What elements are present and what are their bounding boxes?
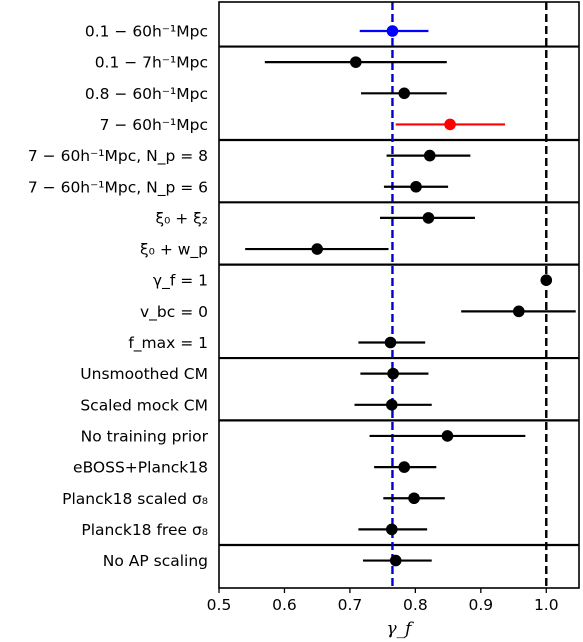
point-1 bbox=[350, 56, 362, 68]
point-8 bbox=[540, 274, 553, 287]
row-label-15: Planck18 scaled σ₈ bbox=[62, 490, 208, 508]
x-tick-label-2: 0.7 bbox=[338, 596, 363, 614]
row-label-16: Planck18 free σ₈ bbox=[81, 521, 208, 539]
x-tick-label-5: 1.0 bbox=[534, 596, 559, 614]
row-labels: 0.1 − 60h⁻¹Mpc 0.1 − 7h⁻¹Mpc 0.8 − 60h⁻¹Mp… bbox=[28, 23, 209, 571]
point-12 bbox=[386, 399, 398, 411]
point-10 bbox=[384, 336, 397, 349]
row-label-2: 0.8 − 60h⁻¹Mpc bbox=[85, 85, 208, 103]
x-tick-label-1: 0.6 bbox=[272, 596, 297, 614]
row-label-4: 7 − 60h⁻¹Mpc, N_p = 8 bbox=[28, 147, 208, 166]
point-17 bbox=[389, 554, 402, 567]
point-5 bbox=[410, 180, 422, 193]
point-7 bbox=[311, 243, 323, 255]
row-label-12: Scaled mock CM bbox=[80, 396, 208, 414]
row-label-8: γ_f = 1 bbox=[153, 272, 208, 291]
point-11 bbox=[387, 367, 399, 380]
reference-lines bbox=[391, 2, 548, 588]
x-tick-label-3: 0.8 bbox=[403, 596, 428, 614]
row-label-14: eBOSS+Planck18 bbox=[73, 459, 208, 477]
point-15 bbox=[408, 492, 420, 505]
point-2 bbox=[398, 87, 411, 100]
data-points bbox=[311, 25, 553, 567]
x-tick-label-4: 0.9 bbox=[468, 596, 493, 614]
row-label-3: 7 − 60h⁻¹Mpc bbox=[100, 116, 208, 134]
point-0 bbox=[386, 25, 399, 37]
row-label-7: ξ₀ + w_p bbox=[140, 241, 208, 260]
row-label-13: No training prior bbox=[81, 427, 209, 445]
row-label-11: Unsmoothed CM bbox=[80, 365, 208, 383]
row-label-9: v_bc = 0 bbox=[140, 303, 208, 322]
row-label-6: ξ₀ + ξ₂ bbox=[155, 209, 208, 227]
point-9 bbox=[512, 305, 525, 318]
point-16 bbox=[386, 523, 398, 536]
row-label-10: f_max = 1 bbox=[128, 334, 208, 353]
error-bars bbox=[245, 29, 576, 562]
point-3 bbox=[444, 118, 456, 131]
group-separators bbox=[219, 45, 579, 547]
row-label-17: No AP scaling bbox=[103, 552, 208, 570]
plot-frame bbox=[218, 1, 580, 589]
row-label-0: 0.1 − 60h⁻¹Mpc bbox=[85, 23, 208, 41]
x-tick-label-0: 0.5 bbox=[207, 596, 232, 614]
point-13 bbox=[441, 430, 454, 442]
row-label-1: 0.1 − 7h⁻¹Mpc bbox=[95, 54, 208, 72]
point-6 bbox=[422, 212, 435, 224]
x-axis-label: γ_f bbox=[387, 619, 415, 639]
point-14 bbox=[398, 461, 411, 473]
row-label-5: 7 − 60h⁻¹Mpc, N_p = 6 bbox=[28, 178, 208, 197]
x-axis-ticks: 0.5 0.6 0.7 0.8 0.9 1.0 bbox=[207, 588, 559, 614]
point-4 bbox=[423, 149, 436, 162]
